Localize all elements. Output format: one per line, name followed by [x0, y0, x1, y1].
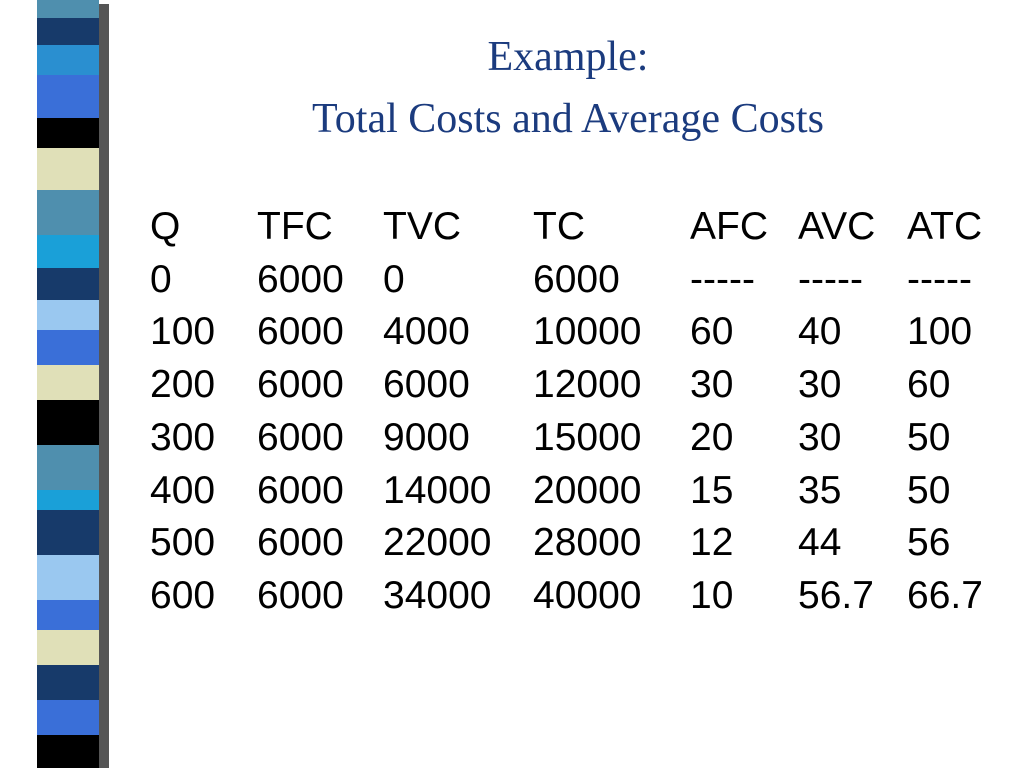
- cell: 400: [150, 468, 216, 512]
- cell: 56: [907, 521, 951, 565]
- cell: 6000: [257, 415, 344, 459]
- cell: 20: [690, 415, 734, 459]
- cell: -----: [907, 257, 972, 301]
- cell: 50: [907, 415, 951, 459]
- cell: 6000: [257, 310, 344, 354]
- header-cell: TVC: [383, 205, 461, 248]
- cell: 30: [690, 363, 734, 407]
- cell: 60: [907, 363, 951, 407]
- cell: 30: [798, 363, 842, 407]
- cell: 4000: [383, 310, 470, 354]
- cell: 12: [690, 521, 734, 565]
- title: Total Costs and Average Costs: [312, 96, 824, 142]
- cell: 22000: [383, 521, 492, 565]
- cell: 6000: [257, 257, 344, 301]
- cell: 6000: [383, 363, 470, 407]
- cell: 40: [798, 310, 842, 354]
- cell: 6000: [533, 257, 620, 301]
- cell: 20000: [533, 468, 642, 512]
- cell: 50: [907, 468, 951, 512]
- cell: 12000: [533, 363, 642, 407]
- cell: 0: [383, 257, 405, 301]
- cell: 10000: [533, 310, 642, 354]
- cell: 28000: [533, 521, 642, 565]
- header-cell: AVC: [798, 205, 876, 248]
- cell: 40000: [533, 573, 642, 617]
- cell: 15000: [533, 415, 642, 459]
- cell: 100: [150, 310, 216, 354]
- cell: 60: [690, 310, 734, 354]
- cell: 66.7: [907, 573, 983, 617]
- cell: 6000: [257, 363, 344, 407]
- cell: 9000: [383, 415, 470, 459]
- header-cell: ATC: [907, 205, 983, 248]
- cell: -----: [690, 257, 755, 301]
- header-cell: TC: [533, 205, 585, 248]
- cell: 10: [690, 573, 734, 617]
- cell: 30: [798, 415, 842, 459]
- header-cell: Q: [150, 205, 181, 248]
- cell: -----: [798, 257, 863, 301]
- header-cell: TFC: [257, 205, 333, 248]
- cell: 34000: [383, 573, 492, 617]
- cell: 100: [907, 310, 973, 354]
- cell: 35: [798, 468, 842, 512]
- cell: 0: [150, 257, 172, 301]
- cell: 500: [150, 521, 216, 565]
- cell: 6000: [257, 468, 344, 512]
- cell: 300: [150, 415, 216, 459]
- cell: 14000: [383, 468, 492, 512]
- decor-stripe: [37, 0, 99, 768]
- header-cell: AFC: [690, 205, 768, 248]
- cell: 15: [690, 468, 734, 512]
- cell: 6000: [257, 573, 344, 617]
- cell: 200: [150, 363, 216, 407]
- title: Example:: [487, 34, 649, 80]
- cell: 44: [798, 521, 842, 565]
- cell: 600: [150, 573, 216, 617]
- cell: 56.7: [798, 573, 874, 617]
- cell: 6000: [257, 521, 344, 565]
